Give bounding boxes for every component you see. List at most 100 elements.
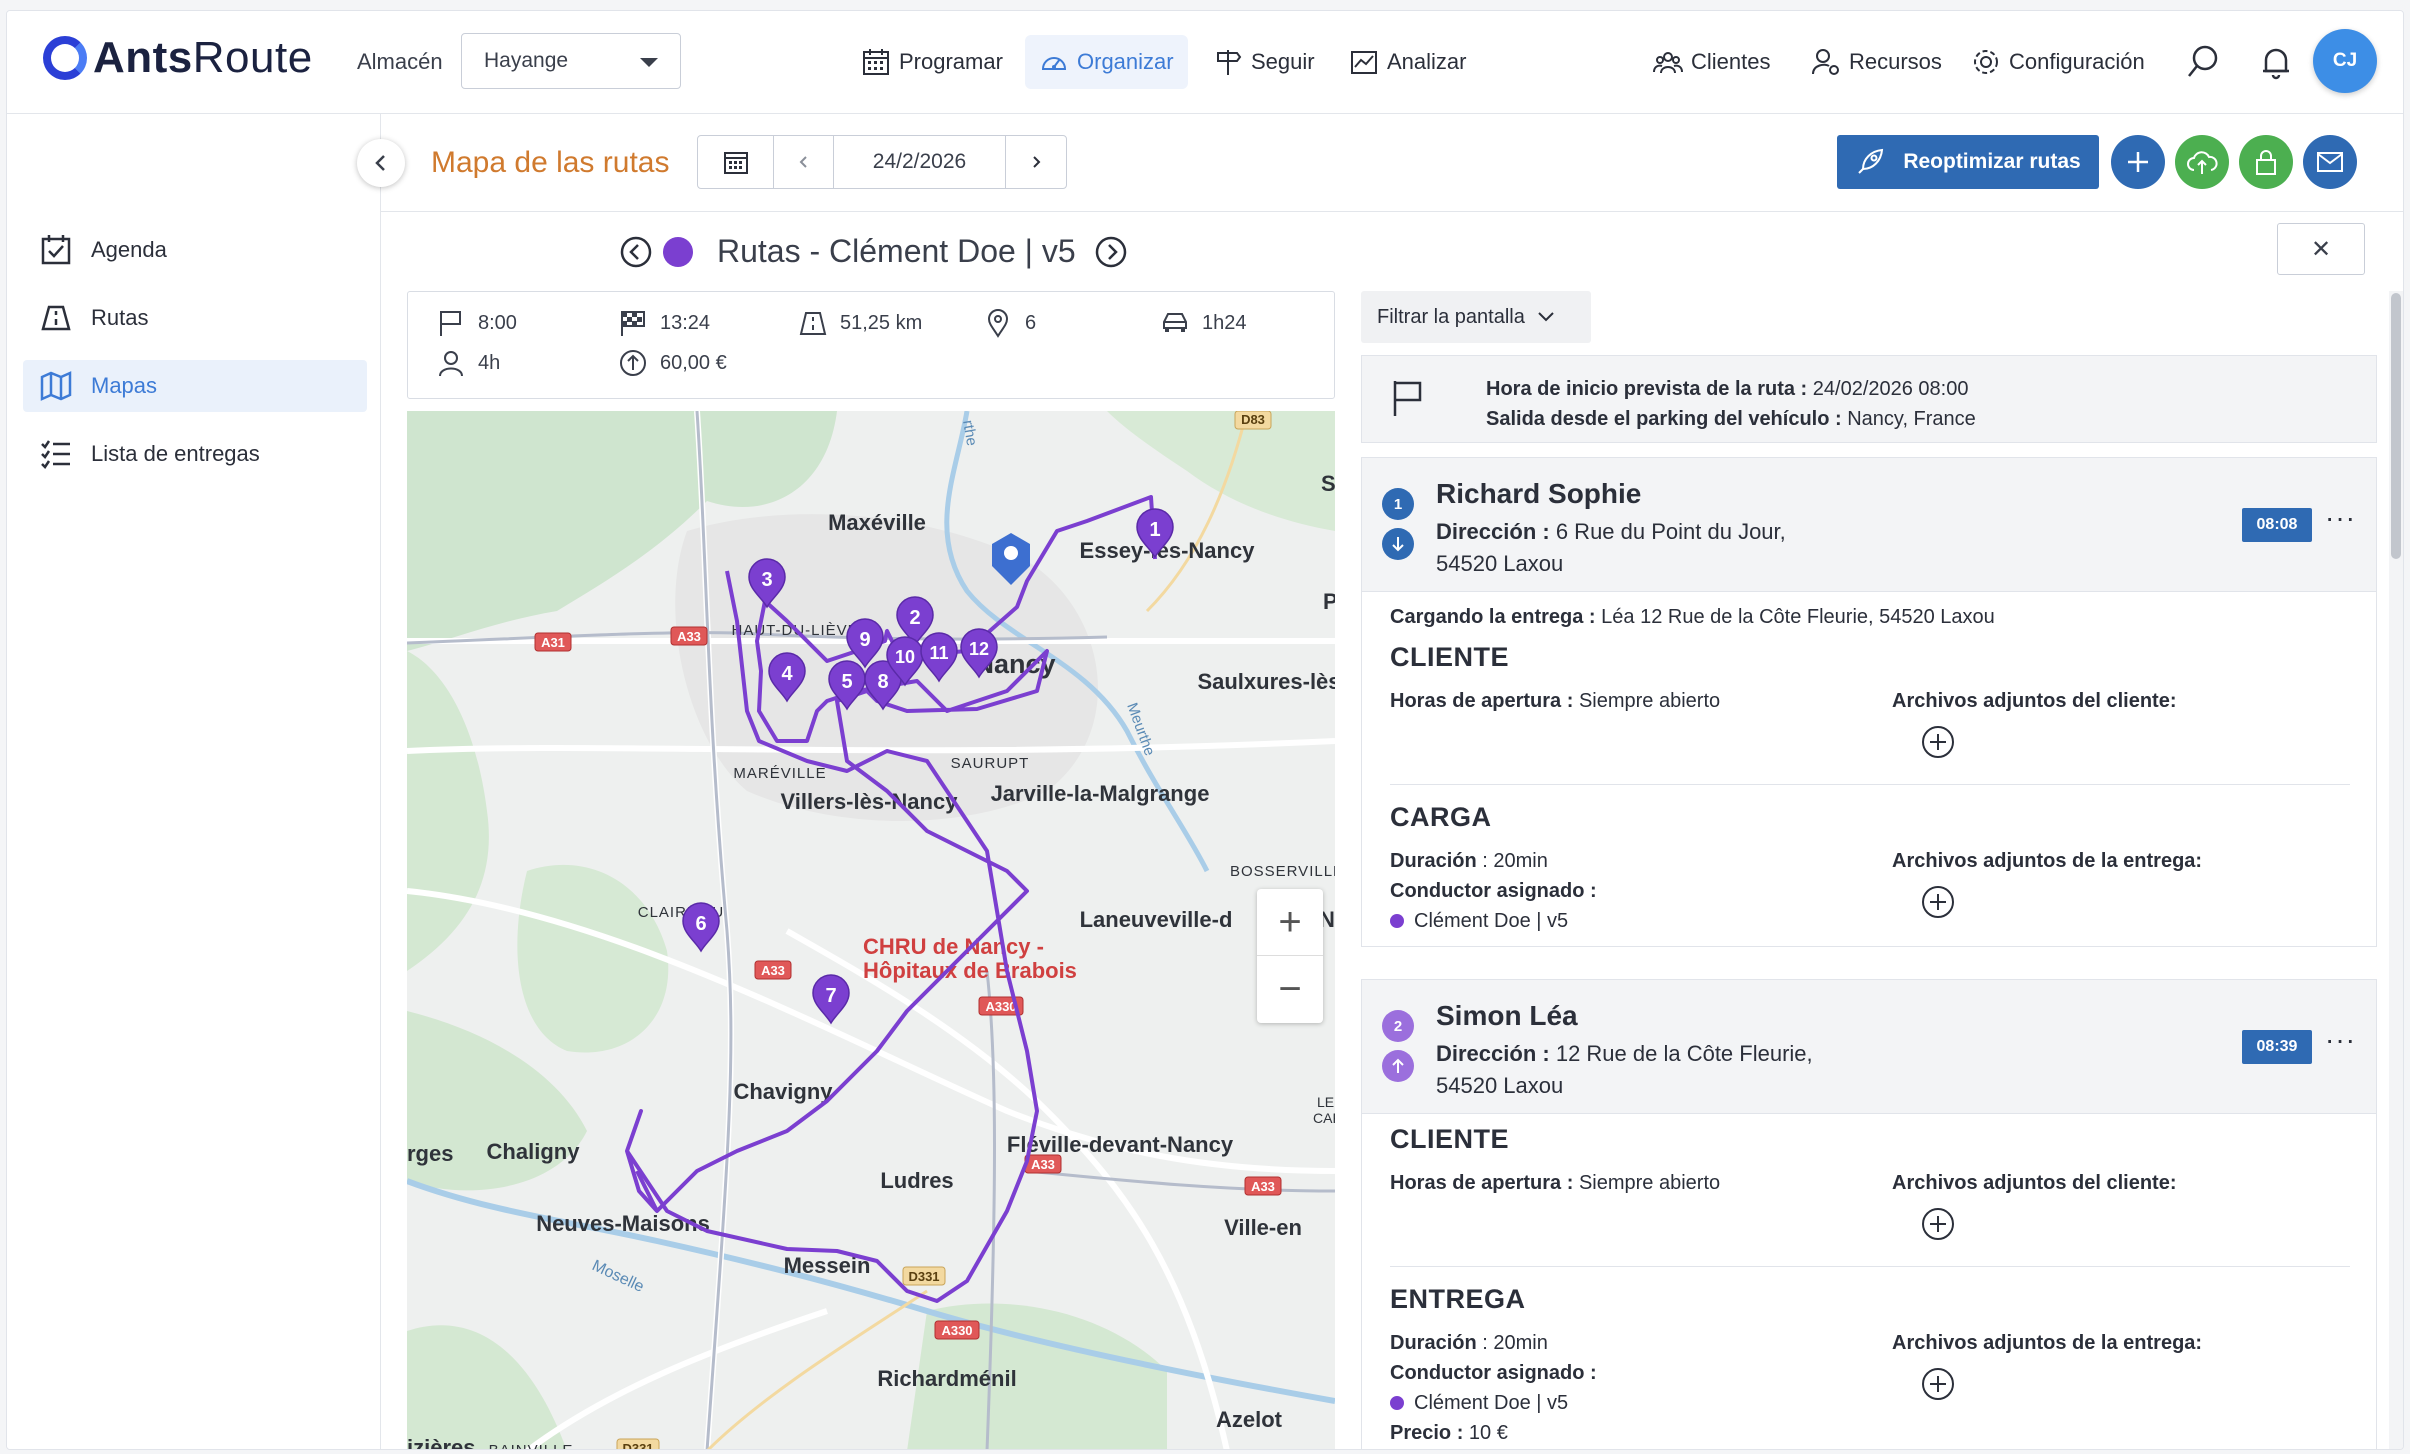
stop-marker-12[interactable]: 12 (960, 628, 998, 679)
route-start-info: Hora de inicio prevista de la ruta : 24/… (1361, 355, 2377, 443)
map-forest (407, 411, 837, 651)
lock-button[interactable] (2239, 135, 2293, 189)
app-logo[interactable]: AntsRoute (43, 33, 313, 83)
marker-pin-icon (864, 660, 902, 711)
nav-configuracion[interactable]: Configuración (1957, 35, 2159, 89)
marker-label: 5 (841, 671, 852, 693)
depot-marker[interactable] (992, 533, 1030, 585)
calendar-icon (863, 49, 889, 75)
nav-seguir[interactable]: Seguir (1199, 35, 1329, 89)
calendar-button[interactable] (698, 136, 774, 188)
zoom-out-button[interactable]: − (1278, 967, 1302, 1011)
search-icon[interactable] (2185, 43, 2223, 81)
sidebar-item-rutas[interactable]: Rutas (23, 292, 367, 344)
road-shield: A33 (761, 963, 785, 978)
users-icon (1653, 52, 1683, 74)
place-label: Na (1319, 907, 1335, 932)
stop-marker-2[interactable]: 2 (896, 596, 934, 647)
more-options-icon[interactable]: ··· (2325, 502, 2356, 533)
road-shield: A330 (985, 999, 1016, 1014)
sidebar-item-agenda[interactable]: Agenda (23, 224, 367, 276)
list-icon (41, 440, 70, 469)
panel-scrollbar[interactable] (2389, 291, 2403, 1449)
place-label: rthe (959, 419, 980, 447)
calendar-icon (723, 152, 748, 174)
chevron-right-circle-icon[interactable] (1094, 235, 1128, 269)
stop-marker-1[interactable]: 1 (1136, 508, 1174, 559)
map-canvas: Maxéville Essey-lès-Nancy Se HAUT-DU-LIÈ… (407, 411, 1335, 1449)
nav-organizar[interactable]: Organizar (1025, 35, 1188, 89)
add-task-attachment-icon[interactable] (1922, 1368, 1954, 1400)
stop-marker-5[interactable]: 5 (828, 660, 866, 711)
map-forest (407, 651, 489, 971)
map-secondary-roads (706, 411, 1249, 1449)
place-label: SAURUPT (951, 755, 1030, 772)
loading-info: Cargando la entrega : Léa 12 Rue de la C… (1390, 606, 1995, 628)
bell-icon[interactable] (2257, 43, 2295, 81)
cloud-upload-button[interactable] (2175, 135, 2229, 189)
driver-color-dot (1390, 914, 1404, 928)
logo-text-light: Route (192, 33, 313, 82)
app-window: AntsRoute Almacén Hayange Programar Orga… (6, 10, 2404, 1450)
sidebar-item-mapas[interactable]: Mapas (23, 360, 367, 412)
stat-start: 8:00 (436, 308, 517, 338)
place-label: Saulxures-lès (1197, 669, 1335, 694)
map-pin-icon (987, 309, 1009, 338)
place-label: P (1323, 589, 1335, 614)
envelope-icon (2317, 152, 2343, 172)
user-gear-icon (1812, 49, 1839, 75)
close-panel-button[interactable]: ✕ (2277, 223, 2365, 275)
add-client-attachment-icon[interactable] (1922, 1208, 1954, 1240)
previous-day-button[interactable] (774, 136, 834, 188)
stop-marker-3[interactable]: 3 (748, 558, 786, 609)
stop-marker-9[interactable]: 9 (846, 618, 884, 669)
stop-marker-10[interactable]: 10 (886, 636, 924, 687)
reoptimize-routes-button[interactable]: Reoptimizar rutas (1837, 135, 2099, 189)
arrival-time-badge: 08:39 (2242, 1030, 2312, 1064)
marker-pin-icon (960, 628, 998, 679)
chevron-left-circle-icon[interactable] (619, 235, 653, 269)
more-options-icon[interactable]: ··· (2325, 1024, 2356, 1055)
page-title: Mapa de las rutas (431, 146, 670, 179)
nav-programar[interactable]: Programar (847, 35, 1017, 89)
filter-screen-dropdown[interactable]: Filtrar la pantalla (1361, 291, 1591, 343)
marker-label: 4 (781, 663, 793, 685)
place-label: Fléville-devant-Nancy (1007, 1132, 1234, 1157)
stop-marker-6[interactable]: 6 (682, 902, 720, 953)
place-label: CAR (1313, 1110, 1335, 1126)
map-forest (517, 864, 669, 1053)
scrollbar-thumb[interactable] (2391, 293, 2401, 559)
task-details: Duración : 20min Conductor asignado : Cl… (1390, 850, 1597, 932)
calendar-check-icon (41, 235, 71, 265)
place-label: Chavigny (733, 1079, 833, 1104)
collapse-sidebar-button[interactable] (357, 139, 405, 187)
marker-label: 10 (895, 647, 915, 667)
add-client-attachment-icon[interactable] (1922, 726, 1954, 758)
arrow-up-circle-icon (620, 350, 646, 376)
email-button[interactable] (2303, 135, 2357, 189)
nav-recursos[interactable]: Recursos (1797, 35, 1956, 89)
sidebar-item-lista[interactable]: Lista de entregas (23, 428, 367, 480)
chevron-right-icon (1033, 156, 1041, 168)
stat-cost: 60,00 € (618, 348, 727, 378)
reoptimize-label: Reoptimizar rutas (1903, 150, 2081, 173)
add-button[interactable] (2111, 135, 2165, 189)
stop-marker-7[interactable]: 7 (812, 974, 850, 1025)
place-label: Laneuveville-d (1080, 907, 1233, 932)
stop-marker-11[interactable]: 11 (920, 632, 958, 683)
depot-select[interactable]: Hayange (461, 33, 681, 89)
stop-marker-4[interactable]: 4 (768, 652, 806, 703)
nav-clientes[interactable]: Clientes (1639, 35, 1784, 89)
user-avatar[interactable]: CJ (2313, 29, 2377, 93)
stop-marker-8[interactable]: 8 (864, 660, 902, 711)
next-day-button[interactable] (1006, 136, 1066, 188)
route-path (625, 495, 1157, 1303)
stop-card[interactable]: 2 Simon Léa Dirección : 12 Rue de la Côt… (1361, 979, 2377, 1449)
route-map[interactable]: Maxéville Essey-lès-Nancy Se HAUT-DU-LIÈ… (407, 411, 1335, 1449)
date-display[interactable]: 24/2/2026 (834, 136, 1006, 188)
zoom-in-button[interactable]: + (1257, 889, 1323, 956)
filter-label: Filtrar la pantalla (1377, 305, 1525, 328)
stop-card[interactable]: 1 Richard Sophie Dirección : 6 Rue du Po… (1361, 457, 2377, 947)
add-task-attachment-icon[interactable] (1922, 886, 1954, 918)
nav-analizar[interactable]: Analizar (1335, 35, 1480, 89)
